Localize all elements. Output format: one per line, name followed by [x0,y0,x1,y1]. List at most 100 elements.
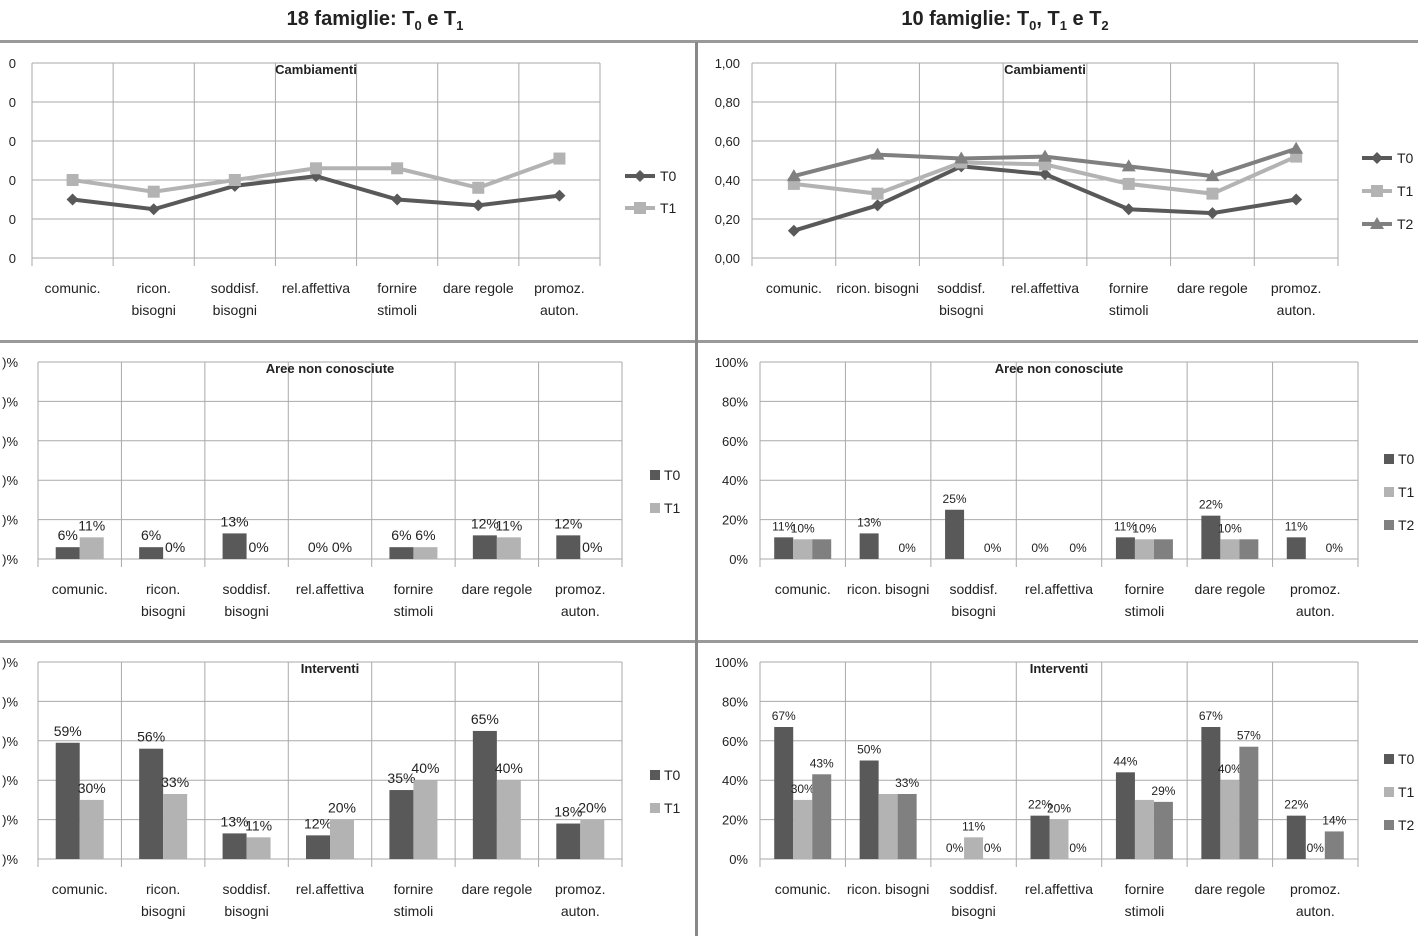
aree-left-data-label-T1: 11% [78,517,105,533]
aree-left-data-label-T0: 6% [141,527,161,543]
interventi-left-x-tick-label: ricon. [146,881,180,897]
cambiamenti-left-x-tick-label: bisogni [213,302,257,318]
row-divider-1 [0,340,1418,343]
cambiamenti-left-y-tick-label: 0 [9,56,16,71]
cambiamenti-right-legend-marker-T0 [1371,152,1383,164]
interventi-left-y-tick-label: )% [2,813,18,828]
left-title-sub0: 0 [414,18,422,33]
interventi-left-bar-T1 [580,819,605,859]
cambiamenti-left-legend-label-T0: T0 [660,168,677,184]
interventi-right-x-tick-label: rel.affettiva [1025,881,1093,897]
aree-left-bar-T0 [556,535,581,559]
interventi-right-data-label-T1: 30% [791,782,815,796]
interventi-right-x-tick-label: comunic. [775,881,831,897]
interventi-right-bar-T0 [1201,727,1221,859]
interventi-left-legend-swatch-T1 [650,803,660,813]
interventi-right-y-tick-label: 100% [715,655,749,670]
interventi-left-x-tick-label: bisogni [224,903,268,919]
interventi-left-bar-T0 [472,730,497,859]
aree-left-data-label-T0: 12% [471,515,499,531]
interventi-left-y-tick-label: )% [2,655,18,670]
cambiamenti-right-x-tick-label: soddisf. [937,280,985,296]
aree-right-x-tick-label: ricon. bisogni [847,581,930,597]
aree-left-x-tick-label: auton. [561,603,600,619]
cambiamenti-right-point-T0 [1206,207,1219,220]
aree-right-data-label-T0: 0% [1031,541,1049,555]
aree-left-data-label-T1: 0% [248,539,268,555]
cambiamenti-left-point-T0 [553,189,566,202]
interventi-right-x-tick-label: ricon. bisogni [847,881,930,897]
interventi-right-bar-T0 [1115,772,1135,859]
interventi-left-y-tick-label: )% [2,694,18,709]
cambiamenti-right-point-T0 [1039,168,1051,181]
aree-right-legend-swatch-T1 [1384,487,1394,497]
interventi-right-legend-label-T0: T0 [1398,751,1415,767]
interventi-right-data-label-T1: 0% [1307,841,1325,855]
interventi-left-bar-T1 [330,819,354,859]
row-divider-2 [0,640,1418,643]
aree-right-data-label-T2: 0% [1069,541,1087,555]
cambiamenti-right-x-tick-label: rel.affettiva [1011,280,1079,296]
aree-right-data-label-T0: 22% [1199,498,1223,512]
aree-left-y-tick-label: )% [2,394,18,409]
aree-left-data-label-T1: 0% [332,539,352,555]
interventi-right-data-label-T2: 14% [1322,813,1346,827]
interventi-left-legend-swatch-T0 [650,770,660,780]
aree-left-x-tick-label: ricon. [146,581,180,597]
interventi-left-bar-T1 [496,780,521,859]
aree-left-data-label-T1: 0% [582,539,602,555]
cambiamenti-right-y-tick-label: 0,60 [715,134,740,149]
cambiamenti-left-point-T0 [66,193,79,206]
aree-left-x-tick-label: bisogni [141,603,185,619]
aree-left-y-tick-label: )% [2,513,18,528]
aree-left-x-tick-label: soddisf. [222,581,270,597]
interventi-left-x-tick-label: stimoli [394,903,434,919]
interventi-left-bar-T0 [389,790,414,859]
interventi-right-y-tick-label: 20% [722,813,748,828]
cambiamenti-left-point-T0 [391,193,404,206]
aree-left-y-tick-label: )% [2,355,18,370]
cambiamenti-left-point-T1 [147,185,160,198]
interventi-right-bar-T1 [964,837,984,859]
cambiamenti-right-x-tick-label: stimoli [1109,302,1149,318]
aree-left-legend-label-T1: T1 [664,500,681,516]
interventi-left-x-tick-label: rel.affettiva [296,881,364,897]
cambiamenti-right-point-T0 [1122,203,1135,216]
cambiamenti-left-legend-marker-T1 [634,202,646,214]
cambiamenti-left-point-T0 [472,199,485,212]
aree-right-x-tick-label: soddisf. [949,581,997,597]
aree-right-x-tick-label: promoz. [1290,581,1341,597]
interventi-right-data-label-T0: 22% [1028,798,1052,812]
interventi-left-legend-label-T0: T0 [664,767,681,783]
aree-left-data-label-T1: 11% [495,517,522,533]
interventi-left-data-label-T1: 33% [161,774,189,790]
interventi-left-data-label-T0: 56% [137,729,165,745]
cambiamenti-right-point-T2 [870,147,885,160]
aree-right-bar-T2 [812,539,832,559]
interventi-left-legend-label-T1: T1 [664,800,681,816]
interventi-right-x-tick-label: bisogni [951,903,995,919]
cambiamenti-right-point-T2 [1205,169,1220,182]
cambiamenti-left-point-T0 [147,203,160,216]
cambiamenti-right-x-tick-label: ricon. bisogni [836,280,919,296]
right-title-sub0: 0 [1029,18,1037,33]
cambiamenti-right-legend-label-T1: T1 [1397,183,1414,199]
interventi-right-legend-label-T1: T1 [1398,784,1415,800]
aree-right-bar-T0 [859,533,879,559]
cambiamenti-right-legend-marker-T1 [1371,185,1383,197]
cambiamenti-right-legend-label-T0: T0 [1397,150,1414,166]
cambiamenti-right-point-T1 [1122,177,1135,190]
interventi-right-title: Interventi [1030,661,1089,676]
cambiamenti-left-point-T1 [228,174,241,186]
aree-left-x-tick-label: promoz. [555,581,606,597]
interventi-left-x-tick-label: fornire [394,881,434,897]
aree-right-x-tick-label: stimoli [1125,603,1165,619]
aree-right-y-tick-label: 40% [722,473,748,488]
aree-right-bar-T1 [793,539,813,559]
aree-right-bar-T2 [1153,539,1173,559]
aree-right-x-tick-label: rel.affettiva [1025,581,1093,597]
aree-right-bar-T2 [1239,539,1259,559]
aree-left-x-tick-label: fornire [394,581,434,597]
interventi-right-bar-T2 [1153,801,1173,859]
interventi-right-data-label-T2: 0% [1069,841,1087,855]
